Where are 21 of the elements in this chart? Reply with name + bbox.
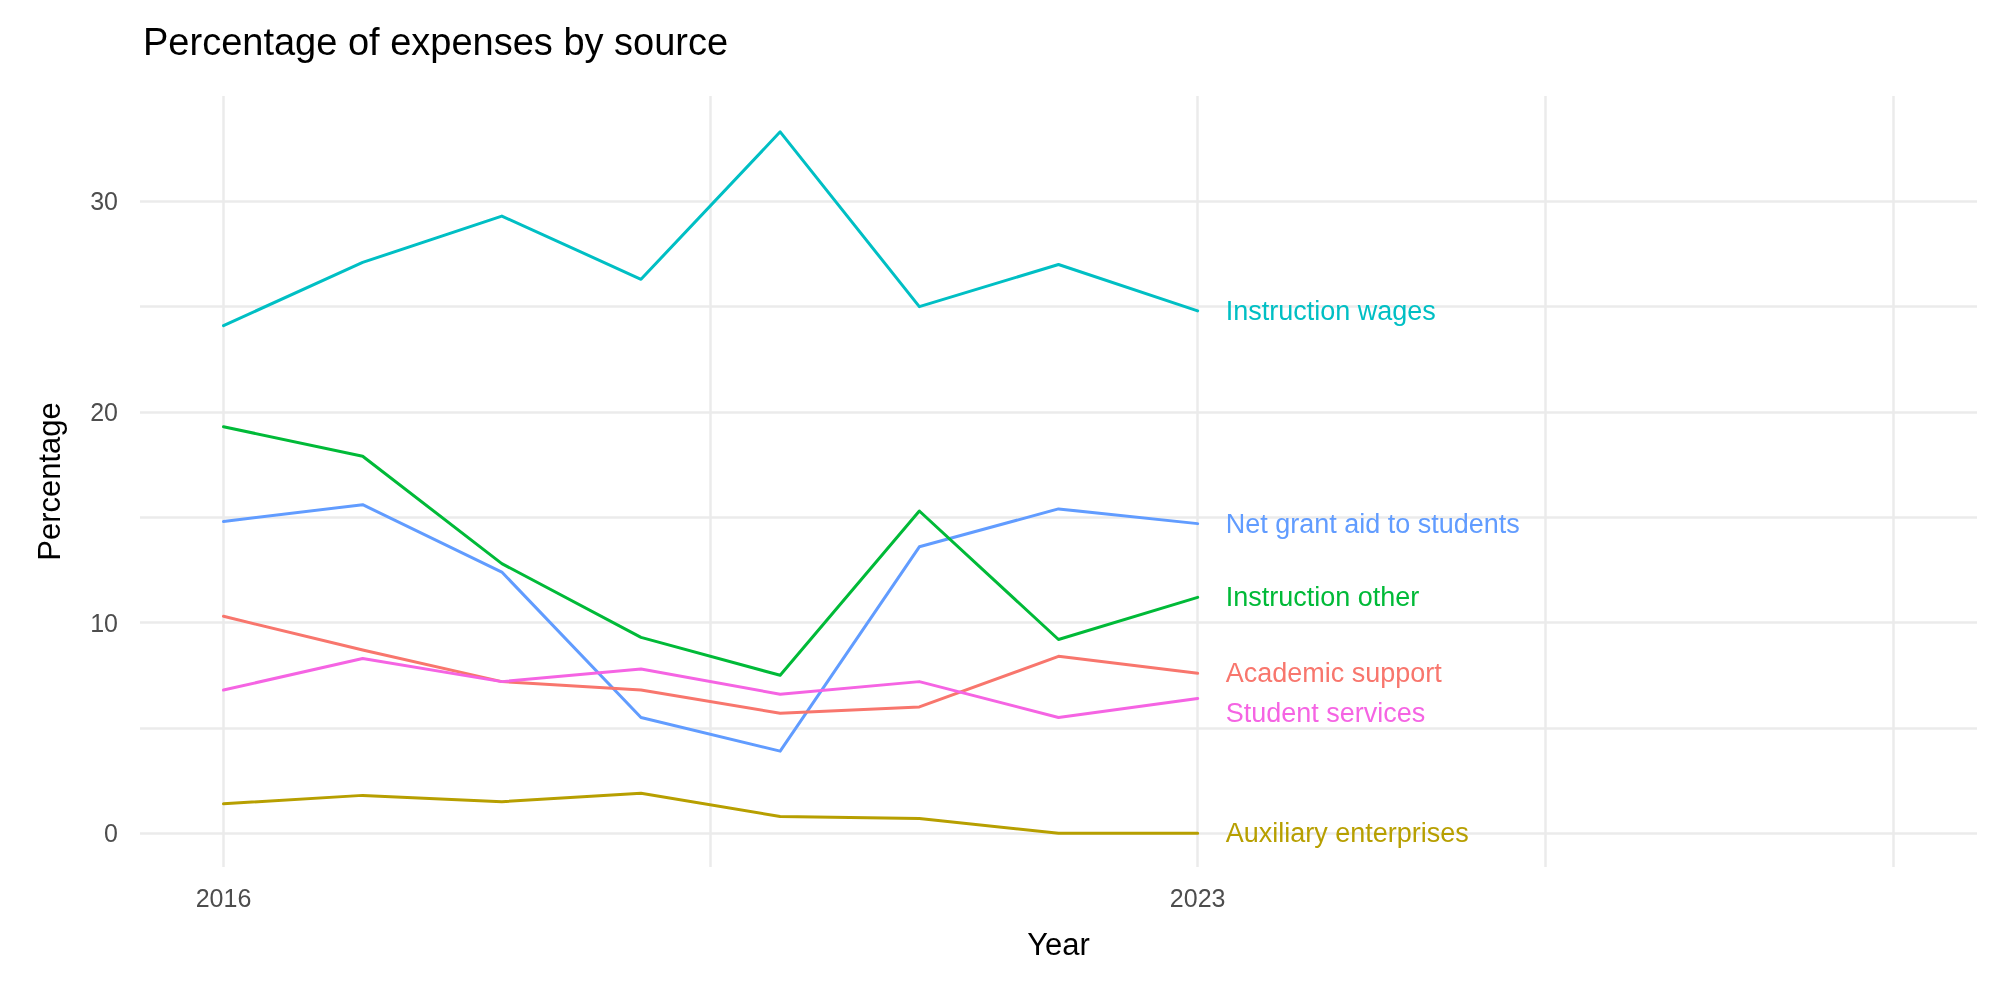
- y-tick-label: 20: [90, 397, 118, 426]
- y-tick-label: 10: [90, 608, 118, 637]
- line-series: [222, 130, 1200, 328]
- series-label: Student services: [1225, 698, 1426, 729]
- y-tick-label: 30: [90, 187, 118, 216]
- line-series: [222, 503, 1200, 753]
- x-axis-title: Year: [1027, 927, 1090, 962]
- chart-title: Percentage of expenses by source: [143, 21, 729, 63]
- line-series: [222, 614, 1200, 715]
- series-label: Academic support: [1225, 658, 1443, 689]
- x-tick-label: 2023: [1169, 883, 1226, 912]
- series-label: Net grant aid to students: [1225, 508, 1520, 539]
- series-label: Instruction other: [1225, 582, 1420, 613]
- line-series: [222, 791, 1200, 835]
- line-series: [222, 425, 1200, 677]
- y-axis-title: Percentage: [32, 402, 67, 561]
- series-label: Instruction wages: [1225, 295, 1436, 326]
- y-tick-label: 0: [104, 819, 118, 848]
- series-label: Auxiliary enterprises: [1225, 818, 1469, 849]
- x-tick-label: 2016: [195, 883, 252, 912]
- line-series: [222, 656, 1200, 719]
